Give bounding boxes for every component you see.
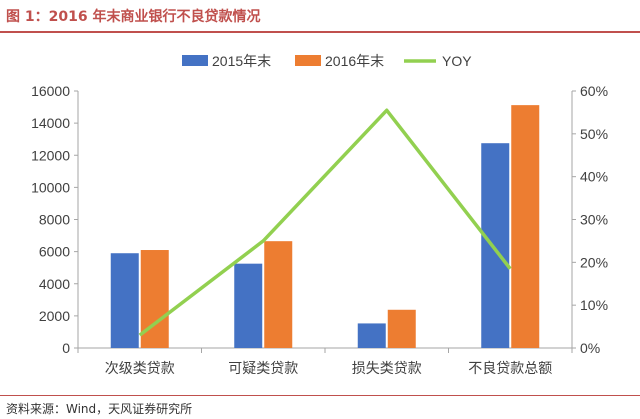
y-tick-label-right: 50% [580, 126, 608, 142]
y-tick-label-right: 30% [580, 212, 608, 228]
y-tick-label-left: 12000 [31, 147, 70, 163]
bar-2015 [234, 263, 263, 348]
y-tick-label-left: 2000 [39, 308, 70, 324]
y-tick-label-left: 4000 [39, 276, 70, 292]
chart-legend: 2015年末 2016年末 YOY [182, 53, 472, 69]
legend-swatch [182, 55, 208, 66]
bar-2016 [387, 309, 416, 348]
x-tick-label: 可疑类贷款 [228, 361, 298, 377]
chart-line [138, 108, 512, 337]
title-divider [0, 31, 640, 33]
y-tick-label-right: 0% [580, 340, 600, 356]
legend-label: 2016年末 [325, 53, 384, 69]
bar-2016 [511, 105, 540, 348]
figure-title: 图 1：2016 年末商业银行不良贷款情况 [6, 9, 261, 25]
bar-2015 [357, 323, 386, 348]
y-tick-label-left: 16000 [31, 83, 70, 99]
y-tick-label-left: 10000 [31, 179, 70, 195]
bar-2016 [264, 241, 293, 348]
y-tick-label-right: 10% [580, 297, 608, 313]
legend-label: YOY [442, 53, 472, 69]
chart-bars [110, 105, 540, 348]
bar-2015 [481, 143, 510, 348]
y-tick-label-left: 8000 [39, 212, 70, 228]
legend-swatch [295, 55, 321, 66]
bar-2015 [110, 253, 139, 348]
y-tick-label-left: 0 [62, 340, 70, 356]
y-tick-label-right: 20% [580, 254, 608, 270]
legend-label: 2015年末 [212, 53, 271, 69]
y-tick-label-left: 14000 [31, 115, 70, 131]
chart-labels: 0 2000 4000 6000 8000 10000 12000 14000 16000 0% 1… [31, 83, 608, 377]
yoy-line [138, 108, 512, 337]
y-tick-label-right: 40% [580, 169, 608, 185]
y-tick-label-left: 6000 [39, 244, 70, 260]
y-tick-label-right: 60% [580, 83, 608, 99]
x-tick-label: 不良贷款总额 [468, 361, 552, 377]
x-tick-label: 损失类贷款 [352, 361, 422, 377]
source-note: 资料来源：Wind，天风证券研究所 [6, 402, 193, 416]
source-divider [0, 395, 640, 396]
x-tick-label: 次级类贷款 [105, 361, 175, 377]
